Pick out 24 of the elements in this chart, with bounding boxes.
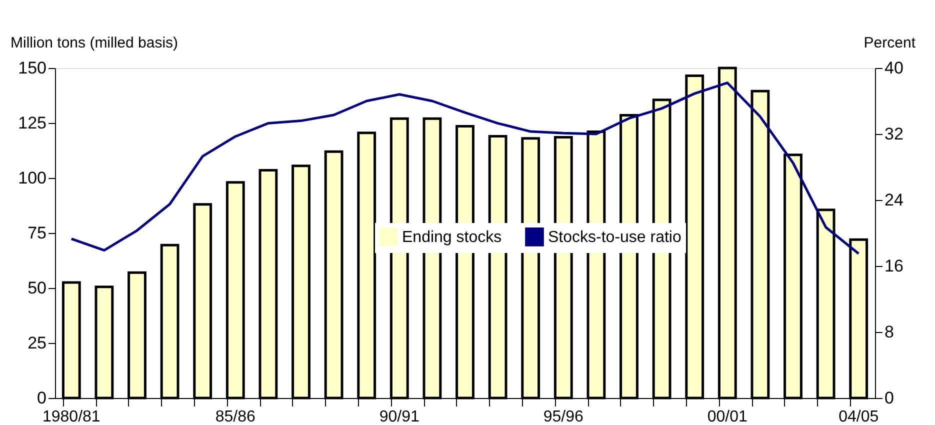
y2-tick-label: 0 — [884, 388, 894, 408]
y-tick-label: 125 — [18, 114, 46, 132]
y-axis-title: Million tons (milled basis) — [10, 34, 178, 52]
y2-tick-label: 16 — [884, 256, 904, 276]
x-tick-label: 95/96 — [543, 408, 584, 425]
x-tick-label: 85/86 — [215, 408, 256, 425]
x-tick-label: 1980/81 — [42, 408, 100, 425]
y2-tick-label: 40 — [884, 58, 904, 78]
y-tick-label: 0 — [37, 388, 46, 408]
y-tick-label: 150 — [18, 58, 46, 78]
x-tick-label: 90/91 — [379, 408, 420, 425]
y-tick-label: 100 — [18, 168, 46, 188]
y2-axis-title: Percent — [864, 34, 916, 52]
y-tick-label: 50 — [28, 278, 46, 298]
y-tick-label: 75 — [28, 224, 46, 242]
x-tick-label: 04/05 — [838, 408, 879, 425]
y-tick-label: 25 — [28, 334, 46, 352]
y2-tick-label: 24 — [884, 190, 904, 210]
y2-tick-label: 8 — [884, 322, 894, 342]
legend-label: Ending stocks — [402, 228, 502, 246]
x-tick-label: 00/01 — [707, 408, 748, 425]
legend-label: Stocks-to-use ratio — [548, 228, 682, 246]
line-series — [70, 82, 860, 255]
y2-tick-label: 32 — [884, 124, 904, 144]
